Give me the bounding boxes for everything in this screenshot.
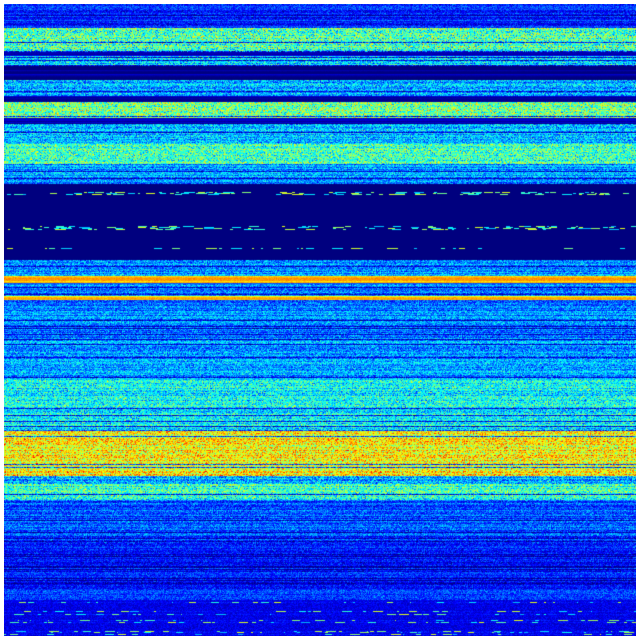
heatmap-canvas [4, 4, 636, 636]
